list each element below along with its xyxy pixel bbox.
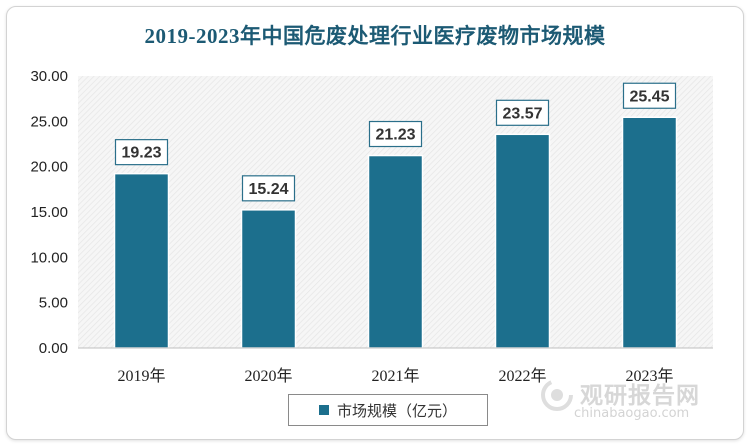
legend: 市场规模（亿元） [288,394,488,426]
y-tick-label: 10.00 [30,249,68,266]
watermark-cn-text: 观研报告网 [580,383,700,409]
bar [113,172,170,349]
watermark: 观研报告网 chinabaogao.com [540,376,740,426]
x-tick-label: 2023年 [625,367,673,385]
data-label: 15.24 [248,181,288,198]
y-tick-label: 30.00 [30,68,68,85]
chart-title: 2019-2023年中国危废处理行业医疗废物市场规模 [144,24,606,48]
bar [494,133,551,349]
data-label: 21.23 [375,127,415,144]
y-tick-label: 5.00 [39,295,68,312]
x-tick-label: 2022年 [498,367,546,385]
legend-label: 市场规模（亿元） [336,401,457,420]
watermark-en-text: chinabaogao.com [574,406,690,421]
x-tick-label: 2021年 [371,367,419,385]
legend-swatch [318,405,329,415]
y-tick-label: 25.00 [30,113,68,130]
data-label-box [622,82,677,109]
watermark-logo-icon [541,379,573,411]
bar [367,154,424,349]
bar [240,209,297,349]
data-label: 19.23 [121,145,161,162]
bar [621,116,678,349]
x-tick-label: 2020年 [244,367,292,385]
y-tick-label: 20.00 [30,159,68,176]
data-label-box [495,99,550,126]
data-label: 25.45 [629,88,669,105]
data-label: 23.57 [502,105,542,122]
y-tick-label: 0.00 [39,340,68,357]
data-label-box [114,139,169,166]
data-label-box [368,120,423,148]
data-label-box [241,175,296,202]
y-tick-label: 15.00 [30,204,68,221]
x-tick-label: 2019年 [117,367,165,385]
